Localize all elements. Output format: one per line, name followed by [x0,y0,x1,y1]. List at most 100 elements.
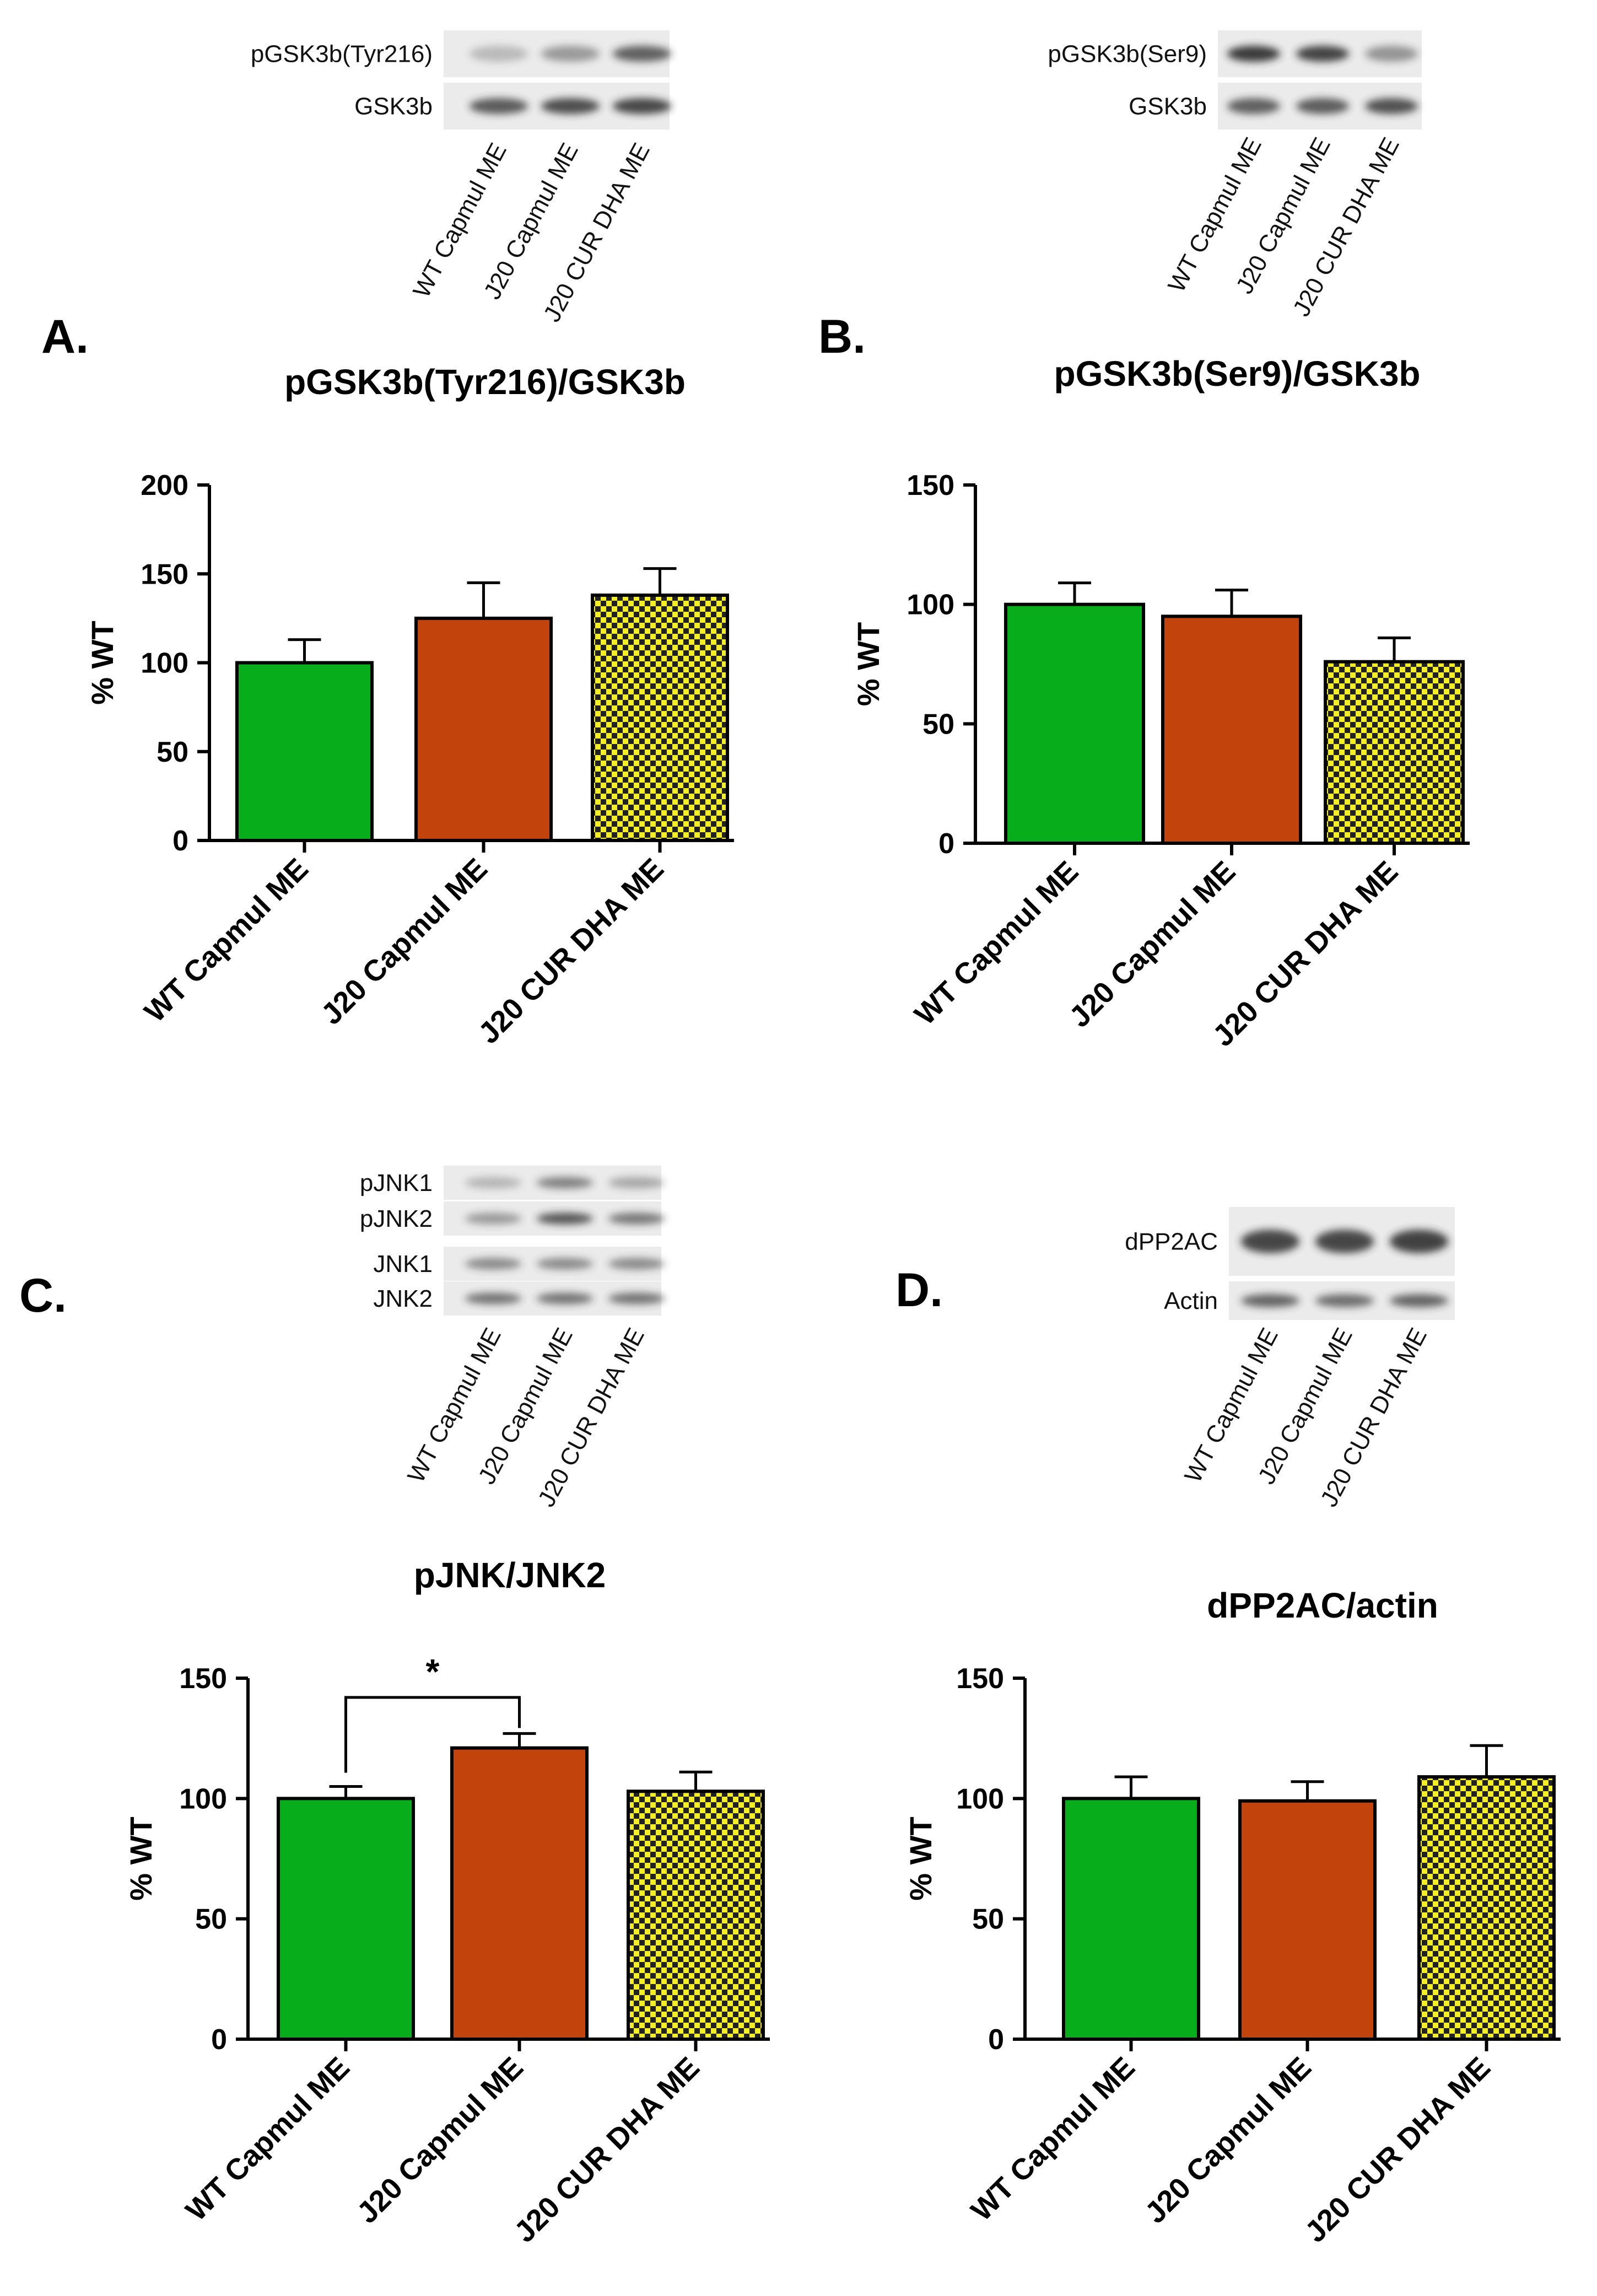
y-axis-label: % WT [85,621,120,704]
panel-letter: D. [895,1264,943,1317]
blot-band [465,1258,522,1270]
blot-band [1240,1294,1300,1307]
blot-band [608,1212,665,1225]
bar [591,593,729,842]
x-category-label: J20 CUR DHA ME [1299,2051,1497,2249]
bar [1161,615,1302,845]
chart-title: pGSK3b(Tyr216)/GSK3b [284,362,686,402]
blot-row-label: JNK2 [373,1285,433,1312]
blot-band [541,98,600,114]
bar [235,661,374,842]
blot-band [1296,46,1350,62]
x-category-label: WT Capmul ME [180,2051,356,2227]
panel-letter: B. [818,310,866,363]
chart-a: A. pGSK3b(Tyr216)/GSK3b % WT 0 50 100 150 200 WT… [41,310,734,1050]
y-tick-label: 50 [157,736,188,768]
x-category-label: J20 Capmul ME [1139,2051,1318,2230]
blot-band [1389,1230,1449,1253]
y-tick-label: 100 [956,1783,1004,1815]
blot-band [1364,98,1418,114]
x-category-label: J20 CUR DHA ME [508,2051,706,2249]
y-tick-label: 200 [141,470,188,502]
blot-band [1240,1230,1300,1253]
x-category-label: J20 Capmul ME [1063,855,1242,1034]
blot-band [469,98,528,114]
bar [627,1790,765,2041]
bar [1324,660,1465,845]
chart-title: pGSK3b(Ser9)/GSK3b [1054,354,1420,394]
bar [1238,1799,1377,2041]
blot-row-label: pGSK3b(Tyr216) [251,41,433,68]
x-category-label: WT Capmul ME [138,852,315,1028]
y-tick-label: 50 [922,708,954,740]
blot-band [1227,98,1281,114]
y-tick-label: 150 [179,1663,227,1695]
blot-row-label: JNK1 [373,1251,433,1278]
y-tick-label: 150 [956,1663,1004,1695]
blot-band [608,1177,665,1189]
y-tick-label: 150 [907,470,954,502]
chart-b: B. pGSK3b(Ser9)/GSK3b % WT 0 50 100 150 WT Capm… [818,310,1470,1053]
panel-letter: A. [41,310,89,363]
x-category-label: J20 CUR DHA ME [472,852,670,1050]
bar-charts: A. pGSK3b(Tyr216)/GSK3b % WT 0 50 100 150 200 WT… [19,310,1561,2249]
chart-title: dPP2AC/actin [1207,1586,1438,1625]
blot-row-label: pGSK3b(Ser9) [1048,41,1207,68]
blot-band [541,46,600,62]
y-tick-label: 100 [907,589,954,621]
x-category-label: J20 Capmul ME [350,2051,530,2230]
blot-band [536,1212,594,1225]
blot-row-label: pJNK2 [360,1205,433,1232]
bar [1062,1797,1200,2041]
blot-band [1296,98,1350,114]
significance-bracket [344,1696,521,1773]
y-tick-label: 50 [972,1904,1004,1936]
blot-band [1227,46,1281,62]
significance-marker: * [426,1652,440,1691]
bar [277,1797,415,2041]
blot-band [1389,1294,1449,1307]
bar [1417,1775,1556,2041]
y-tick-label: 150 [141,558,188,590]
blot-band [469,46,528,62]
blot-band [465,1292,522,1305]
y-tick-label: 0 [172,825,188,857]
x-category-label: WT Capmul ME [908,855,1085,1031]
x-category-label: J20 CUR DHA ME [1206,855,1404,1053]
y-tick-label: 0 [211,2024,227,2056]
chart-title: pJNK/JNK2 [414,1555,606,1595]
blot-row-label: GSK3b [1129,93,1207,120]
bar [414,616,553,842]
bar [1004,602,1145,845]
blot-band [1364,46,1418,62]
x-category-label: J20 Capmul ME [315,852,494,1031]
y-tick-label: 0 [988,2024,1004,2056]
blot-band [608,1258,665,1270]
bar [450,1746,589,2041]
blot-band [612,98,672,114]
blot-band [608,1292,665,1305]
blot-band [1315,1294,1374,1307]
y-tick-label: 100 [179,1783,227,1815]
y-axis-label: % WT [851,622,886,706]
x-category-label: WT Capmul ME [965,2051,1141,2227]
blot-band [536,1177,594,1189]
blot-band [465,1212,522,1225]
blot-band [536,1258,594,1270]
y-tick-label: 50 [195,1904,227,1936]
panel-letter: C. [19,1269,67,1322]
blot-row-label: Actin [1164,1287,1218,1314]
y-axis-label: % WT [903,1817,938,1900]
blot-row-label: pJNK1 [360,1169,433,1196]
blot-row-label: GSK3b [354,93,433,120]
blot-band [536,1292,594,1305]
blot-band [612,46,672,62]
y-tick-label: 100 [141,648,188,680]
blot-band [1315,1230,1374,1253]
